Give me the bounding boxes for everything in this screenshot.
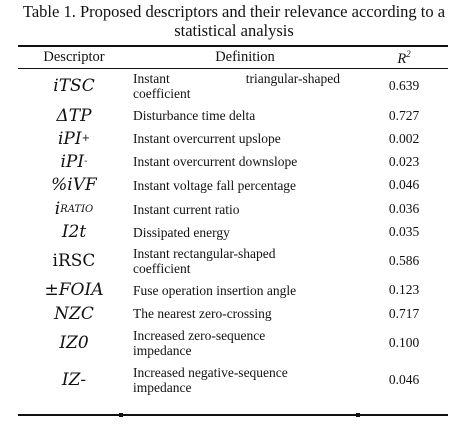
descriptor-symbol: %iVF: [51, 175, 97, 195]
table-row: IZ0 Increased zero-sequence impedance 0.…: [18, 325, 448, 361]
table-row: i RATIO Instant current ratio 0.036: [18, 197, 448, 221]
definition-cell: The nearest zero-crossing: [133, 302, 363, 325]
definition-line: coefficient: [133, 86, 191, 101]
descriptor-symbol-sup: -: [84, 156, 88, 167]
descriptor-symbol: ΔTP: [56, 105, 92, 126]
descriptor-symbol: NZC: [54, 303, 94, 324]
header-rule: [18, 68, 448, 69]
definition-line: Disturbance time delta: [133, 108, 256, 123]
definition-cell: Dissipated energy: [133, 221, 363, 243]
table-row: IZ- Increased negative-sequence impedanc…: [18, 361, 448, 399]
descriptor-symbol: iRSC: [52, 250, 96, 271]
caption-line-1: Table 1. Proposed descriptors and their …: [22, 2, 446, 21]
descriptor-symbol-base: i: [54, 199, 61, 219]
descriptor-symbol: ±FOIA: [44, 280, 104, 300]
table-row: I2t Dissipated energy 0.035: [18, 221, 448, 243]
r2-value: 0.023: [388, 153, 420, 169]
r2-value: 0.035: [388, 224, 420, 239]
header-descriptor: Descriptor: [43, 49, 105, 65]
definition-cell: Instant triangular-shaped coefficient: [133, 68, 363, 104]
descriptor-symbol: IZ-: [61, 370, 87, 390]
definition-line: impedance: [133, 343, 192, 358]
descriptor-symbol: iTSC: [53, 76, 95, 96]
definition-line: Instant overcurrent downslope: [133, 154, 298, 169]
definition-cell: Increased negative-sequence impedance: [133, 361, 363, 399]
top-rule: [18, 45, 448, 47]
r2-value: 0.046: [388, 372, 420, 387]
header-r2: R2: [360, 49, 448, 68]
definition-line: Instant overcurrent upslope: [133, 131, 281, 146]
r2-value: 0.046: [388, 177, 420, 192]
table-row: ±FOIA Fuse operation insertion angle 0.1…: [18, 278, 448, 302]
r2-value: 0.002: [388, 130, 420, 146]
table-row: ΔTP Disturbance time delta 0.727: [18, 104, 448, 127]
descriptor-symbol-base: iPI: [60, 151, 85, 172]
definition-line: impedance: [133, 380, 192, 395]
header-r2-base: R: [397, 50, 407, 67]
table-row: iPI - Instant overcurrent downslope 0.023: [18, 150, 448, 173]
definition-cell: Disturbance time delta: [133, 104, 363, 127]
caption-line-2: statistical analysis: [174, 21, 294, 40]
definition-cell: Instant voltage fall percentage: [133, 173, 363, 197]
definition-line: Instant rectangular-shaped: [133, 245, 276, 261]
r2-value: 0.727: [388, 107, 420, 123]
table-row: iTSC Instant triangular-shaped coefficie…: [18, 68, 448, 104]
table-row: NZC The nearest zero-crossing 0.717: [18, 302, 448, 325]
definition-cell: Instant overcurrent downslope: [133, 150, 363, 173]
r2-value: 0.100: [388, 335, 420, 350]
bottom-rule: [18, 414, 448, 416]
definition-line: Dissipated energy: [133, 224, 230, 240]
column-divider-mark: [356, 413, 360, 417]
definition-line: Fuse operation insertion angle: [133, 282, 297, 298]
definition-line: Increased zero-sequence: [133, 328, 266, 343]
definition-line: The nearest zero-crossing: [133, 306, 272, 321]
descriptor-symbol: i RATIO: [18, 197, 130, 221]
r2-value: 0.717: [388, 305, 420, 321]
descriptor-symbol: iPI +: [18, 127, 130, 150]
header-r2-sup: 2: [406, 49, 411, 59]
descriptor-symbol-base: iPI: [58, 128, 82, 149]
descriptor-symbol: I2t: [61, 222, 87, 242]
descriptor-symbol-sup: +: [81, 133, 90, 144]
column-divider-mark: [119, 413, 123, 417]
r2-value: 0.036: [388, 201, 420, 216]
table-row: iPI + Instant overcurrent upslope 0.002: [18, 127, 448, 150]
definition-line: Instant voltage fall percentage: [133, 177, 297, 193]
descriptor-symbol-sub: RATIO: [60, 203, 94, 215]
definition-line: Instant triangular-shaped: [133, 71, 340, 86]
definition-cell: Instant rectangular-shaped coefficient: [133, 243, 363, 278]
table-row: %iVF Instant voltage fall percentage 0.0…: [18, 173, 448, 197]
r2-value: 0.586: [388, 252, 420, 268]
r2-value: 0.639: [388, 78, 420, 93]
definition-line: Instant current ratio: [133, 201, 240, 217]
definition-line: Increased negative-sequence: [133, 365, 288, 380]
definition-cell: Instant overcurrent upslope: [133, 127, 363, 150]
descriptor-symbol: iPI -: [18, 150, 130, 173]
table-row: iRSC Instant rectangular-shaped coeffici…: [18, 243, 448, 278]
definition-cell: Increased zero-sequence impedance: [133, 325, 363, 361]
definition-cell: Instant current ratio: [133, 197, 363, 221]
header-definition: Definition: [215, 49, 275, 65]
descriptor-symbol: IZ0: [59, 333, 89, 353]
definition-cell: Fuse operation insertion angle: [133, 278, 363, 302]
r2-value: 0.123: [388, 282, 420, 297]
table-caption: Table 1. Proposed descriptors and their …: [0, 2, 468, 40]
definition-line: coefficient: [133, 260, 191, 276]
